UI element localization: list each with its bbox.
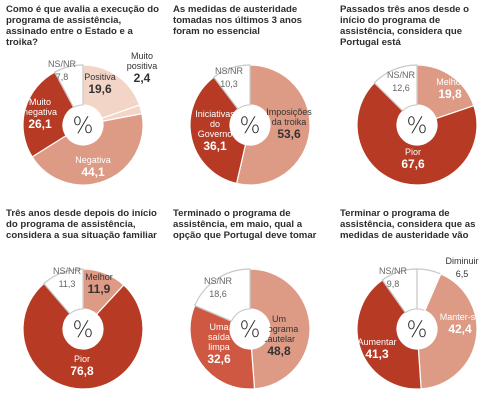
percent-symbol: % [73,318,94,343]
slice-label: NS/NR [215,66,244,76]
percent-symbol: % [407,114,428,139]
slice-label: Positiva [84,72,116,82]
slice-label: Muito positiva [127,51,158,71]
slice-ns-nr [381,268,418,314]
slice-ns-nr [43,268,84,315]
slice-pior [356,81,478,186]
slice-value: 11,3 [59,279,76,289]
slice-label: NS/NR [204,276,233,286]
slice-label: NS/NR [387,70,416,80]
chart-panel-1: Como é que avalia a execução do programa… [0,0,166,203]
slice-ns-nr [193,268,251,322]
slice-label: NS/NR [53,266,82,276]
slice-label: Pior [74,354,90,364]
slice-value: 6,5 [456,269,469,279]
slice-label: NS/NR [48,59,77,69]
chart-panel-5: Terminado o programa de assistência, em … [167,204,333,407]
slice-value: 32,6 [207,352,231,366]
percent-symbol: % [407,318,428,343]
slice-imposicoes-da-troika [235,64,311,186]
slice-value: 67,6 [401,157,425,171]
slice-iniciativas-do-governo [189,76,247,185]
slice-value: 12,6 [392,83,410,93]
question-title: As medidas de austeridade tomadas nos úl… [173,4,303,37]
slice-uma-saida-limpa [189,304,256,390]
slice-aumentar [356,279,422,390]
slice-value: 7,8 [56,72,69,82]
slice-muito-negativa [22,71,75,158]
slice-ns-nr [53,64,84,109]
slice-melhor [416,64,475,120]
slice-value: 19,8 [438,87,462,101]
slice-value: 41,3 [365,347,389,361]
slice-negativa [31,113,144,186]
slice-value: 42,4 [448,322,472,336]
chart-panel-4: Três anos desde depois do início do prog… [0,204,166,407]
slice-label: NS/NR [379,266,408,276]
slice-label: Imposições da troika [266,107,312,127]
slice-label: Aumentar [357,337,396,347]
percent-symbol: % [73,114,94,139]
slice-label: Muito negativa [23,97,57,117]
donut-hole [230,309,270,349]
question-title: Terminar o programa de assistência, cons… [340,208,476,241]
slice-positiva [82,64,141,120]
slice-label: Uma saída limpa [208,322,230,352]
question-title: Três anos desde depois do início do prog… [6,208,157,241]
slice-label: Manter-se [440,312,481,322]
slice-value: 10,3 [220,79,238,89]
donut-hole [397,309,437,349]
slice-value: 48,8 [267,344,291,358]
slice-value: 19,6 [88,82,112,96]
slice-value: 44,1 [81,165,105,179]
question-title: Como é que avalia a execução do programa… [6,4,160,48]
chart-panel-3: Passados três anos desde o início do pro… [334,0,500,203]
slice-pior [22,282,144,390]
slice-value: 9,8 [387,279,400,289]
donut-hole [230,105,270,145]
donut-hole [63,105,103,145]
donut-hole [63,309,103,349]
slice-value: 26,1 [28,117,52,131]
slice-value: 2,4 [134,71,151,85]
slice-label: Melhor [436,77,464,87]
slice-value: 18,6 [209,289,227,299]
slice-label: Um programa cautelar [260,314,299,344]
slice-um-programa-cautelar [249,268,311,390]
chart-panel-2: As medidas de austeridade tomadas nos úl… [167,0,333,203]
slice-label: Melhor [85,272,113,282]
slice-value: 11,9 [88,282,111,296]
slice-ns-nr [212,64,251,110]
slice-value: 53,6 [277,127,301,141]
slice-manter-se [417,273,478,390]
slice-label: Iniciativas do Governo [195,109,235,139]
slice-value: 36,1 [203,139,227,153]
question-title: Passados três anos desde o início do pro… [340,4,470,48]
chart-panel-6: Terminar o programa de assistência, cons… [334,204,500,407]
slice-label: Pior [405,147,421,157]
percent-symbol: % [240,114,261,139]
slice-value: 76,8 [70,364,94,378]
slice-label: Negativa [75,155,111,165]
percent-symbol: % [240,318,261,343]
question-title: Terminado o programa de assistência, em … [173,208,317,241]
slice-ns-nr [373,64,418,112]
donut-hole [397,105,437,145]
slice-label: Diminuir [445,256,478,266]
